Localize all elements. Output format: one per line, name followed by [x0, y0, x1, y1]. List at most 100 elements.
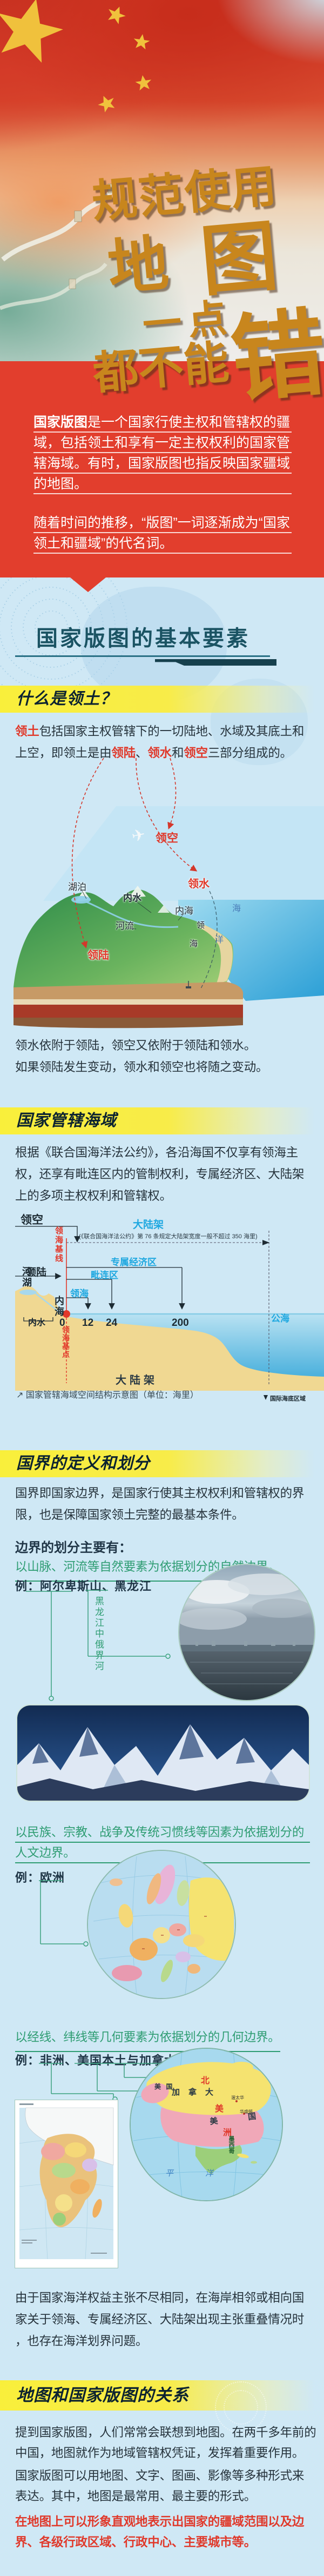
d2-num-200: 200 [172, 1317, 189, 1329]
title-char-cuo: 错 [226, 297, 324, 416]
north-america-map [130, 2048, 283, 2201]
d2-label-neishui: 内水 [28, 1318, 46, 1327]
sunburst-icon [215, 2381, 267, 2433]
d2-label-linglu: 领陆 [26, 1267, 47, 1278]
subsection-heading-border: 国界的定义和划分 [16, 1455, 150, 1472]
na-label-mei: 美 [215, 2104, 224, 2114]
border-paragraph-2: 由于国家海洋权益主张不尽相同，在海岸相邻或相向国家关于领海、专属经济区、大陆架出… [15, 2291, 305, 2348]
title-rule-thick [155, 659, 276, 666]
map-watermark-blob [81, 587, 227, 703]
africa-map [15, 2100, 118, 2268]
territory-text-1: 包括国家主权管辖下的一切陆地、水域及其底土和上空，即领土是由 [15, 725, 305, 760]
section-title-basics: 国家版图的基本要素 [36, 627, 250, 650]
small-star-icon [98, 96, 115, 112]
flag-stars-icon [0, 0, 152, 112]
d2-label-hehu: 河湖 [21, 1266, 32, 1288]
d2-label-neihai: 内海 [53, 1296, 64, 1317]
d2-label-highsea: 公海 [271, 1313, 289, 1324]
intro-lead: 国家版图 [33, 415, 88, 430]
na-label-bei: 北 [201, 2076, 210, 2086]
subsection-band-territory: 什么是领土？ [0, 686, 324, 713]
intro-paragraph-1: 国家版图是一个国家行使主权和管辖权的疆域，包括领土和享有一定主权权利的国家管辖海… [33, 412, 292, 494]
natural-connector-lines [26, 1590, 171, 1701]
d2-shelf-note: (《联合国海洋法公约》第 76 条规定大陆架宽度一般不超过 350 海里) [79, 1233, 258, 1240]
na-label-pacific-1: 平 [165, 2169, 174, 2178]
subsection-band-border: 国界的定义和划分 [0, 1450, 324, 1477]
d1-label-lingkong: 领空 [156, 832, 178, 845]
border-paragraph-1: 国界即国家边界，是国家行使其主权权利和管辖权的界限，也是保障国家领土完整的最基本… [15, 1486, 305, 1522]
heilongjiang-river-photo [178, 1564, 315, 1701]
hero-flag-banner [0, 0, 324, 361]
d2-label-shelf-top: 大陆架 [133, 1219, 164, 1231]
title-line-4: 都不能 [91, 335, 231, 400]
relation-paragraph-2: 国家版图可以用地图、文字、图画、影像等多种形式来表达。其中，地图是最常用、最主要… [15, 2469, 305, 2503]
title-char-di: 地 [105, 228, 172, 304]
d2-label-basepoint: 领海基点 [62, 1326, 70, 1358]
relation-paragraph-1: 提到国家版图，人们常常会联想到地图。在两千多年前的中国，地图就作为地域管辖权凭证… [15, 2426, 316, 2460]
territory-red-linglu: 领陆 [111, 746, 136, 760]
river-tag-label: 黑龙江中俄界河 [93, 1596, 104, 1672]
subsection-heading-territory: 什么是领土？ [16, 690, 117, 708]
territory-red-lingshui: 领水 [147, 746, 172, 760]
maritime-zones-diagram [15, 1226, 324, 1400]
d2-label-seabed: 国际海底区域 [270, 1396, 306, 1402]
red-band-notch [70, 577, 106, 592]
d2-label-linghai: 领海 [70, 1289, 89, 1299]
d1-label-linghai-1: 领 [197, 921, 205, 930]
na-label-canada: 加拿大 [172, 2088, 222, 2097]
subsection-band-relation: 地图和国家版图的关系 [0, 2380, 324, 2411]
title-rule-thin [15, 655, 270, 657]
na-label-pacific-2: 洋 [205, 2169, 214, 2178]
subsection-band-sea: 国家管辖海域 [0, 1107, 324, 1134]
small-star-icon [133, 34, 150, 50]
human-connector-lines [39, 1880, 89, 1947]
d1-label-ocean-2: 洋 [215, 935, 224, 945]
alps-photo [16, 1704, 310, 1802]
d2-num-24: 24 [106, 1317, 118, 1329]
border-human-example: 例：欧洲 [15, 1871, 65, 1884]
great-wall-art [0, 183, 114, 310]
territory-and: 和 [171, 746, 184, 760]
d2-label-lingkong: 领空 [21, 1214, 43, 1226]
d2-label-eez: 专属经济区 [111, 1257, 157, 1267]
territory-text-2: 三部分组成的。 [207, 746, 292, 760]
territory-red-lingkong: 领空 [184, 746, 208, 760]
europe-map [87, 1850, 236, 1999]
relation-paragraph-3-highlight: 在地图上可以形象直观地表示出国家的疆域范围以及边界、各级行政区域、行政中心、主要… [15, 2515, 305, 2549]
d1-label-lingshui: 领水 [188, 878, 210, 890]
territory-note-1: 领水依附于领陆，领空又依附于领陆和领水。 [15, 1039, 256, 1052]
small-star-icon [135, 75, 152, 91]
territory-note: 领水依附于领陆，领空又依附于领陆和领水。 如果领陆发生变动，领水和领空也将随之变… [15, 1035, 310, 1078]
d1-label-neishui: 内水 [123, 893, 141, 903]
d2-label-baseline: 领海基线 [54, 1226, 63, 1263]
border-lead: 边界的划分主要有： [15, 1541, 132, 1555]
d2-caption: ↗ 国家管辖海域空间结构示意图（单位：海里） [16, 1391, 199, 1400]
na-label-mexico: 墨西哥 [228, 2136, 234, 2154]
d2-label-contiguous: 毗连区 [91, 1270, 118, 1280]
d1-label-heliu: 河流 [116, 921, 134, 931]
d1-label-neihai: 内海 [175, 906, 193, 916]
subsection-heading-sea: 国家管辖海域 [16, 1112, 117, 1130]
na-label-ottawa: 渥太华 [231, 2095, 244, 2100]
border-geometric-example: 例：非洲、美国本土与加拿大 [15, 2054, 177, 2067]
intro-rest: 是一个国家行使主权和管辖权的疆域，包括领土和享有一定主权权利的国家管辖海域。有时… [33, 415, 291, 492]
dotted-rings-decor [0, 551, 127, 703]
na-label-zhou: 洲 [223, 2128, 232, 2137]
border-geometric-item: 以经线、纬线等几何要素为依据划分的几何边界。 [15, 2027, 310, 2052]
title-char-tu: 图 [197, 211, 281, 307]
territory-3d-diagram [14, 758, 324, 1028]
subsection-heading-relation: 地图和国家版图的关系 [16, 2386, 189, 2405]
na-label-washington: 华盛顿 [240, 2109, 253, 2114]
d1-label-linghai-2: 海 [190, 939, 198, 948]
territory-note-2: 如果领陆发生变动，领水和领空也将随之变动。 [15, 1060, 268, 1074]
territory-sep: 、 [136, 746, 148, 760]
d1-label-ocean-1: 海 [232, 904, 241, 913]
d1-label-hupo: 湖泊 [68, 882, 86, 892]
d2-num-12: 12 [82, 1317, 94, 1329]
d1-label-linglu: 领陆 [87, 950, 109, 961]
d2-label-shelf: 大陆架 [116, 1375, 158, 1386]
territory-paragraph: 领土包括国家主权管辖下的一切陆地、水域及其底土和上空，即领土是由领陆、领水和领空… [15, 721, 310, 764]
border-natural-example: 例：阿尔卑斯山、黑龙江 [15, 1579, 152, 1593]
sea-paragraph: 根据《联合国海洋法公约》，各沿海国不仅享有领海主权，还享有毗连区内的管制权利，专… [15, 1146, 305, 1203]
